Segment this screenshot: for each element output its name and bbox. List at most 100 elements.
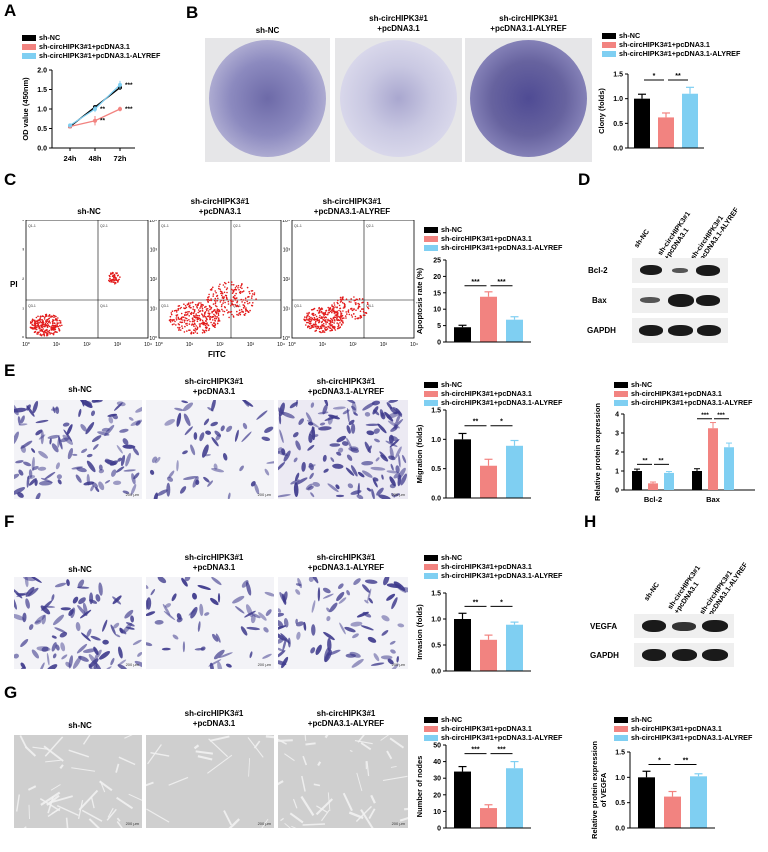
- stained-cell: [278, 660, 287, 666]
- legend-label: sh-circHIPK3#1+pcDNA3.1-ALYREF: [631, 733, 753, 742]
- x-tick-label: 10¹: [319, 342, 327, 348]
- event-dot: [184, 311, 187, 314]
- stained-cell: [41, 646, 49, 652]
- event-dot: [358, 305, 360, 307]
- stained-cell: [112, 596, 122, 605]
- stained-cell: [78, 597, 86, 605]
- tube-segment: [56, 804, 79, 817]
- stained-cell: [122, 444, 136, 449]
- event-dot: [178, 328, 180, 330]
- stained-cell: [110, 624, 116, 635]
- stained-cell: [28, 478, 37, 486]
- tube-segment: [208, 738, 228, 758]
- event-dot: [318, 321, 320, 324]
- tube-segment: [209, 735, 230, 742]
- tube-segment: [354, 740, 373, 745]
- bar: [690, 776, 707, 828]
- stained-cell: [57, 436, 61, 448]
- stained-cell: [293, 457, 298, 463]
- event-dot: [212, 293, 215, 295]
- stained-cell: [35, 492, 41, 499]
- event-dot: [214, 326, 216, 328]
- stained-cell: [72, 656, 82, 669]
- event-dot: [331, 325, 334, 328]
- event-dot: [316, 327, 319, 330]
- event-dot: [216, 322, 219, 325]
- stained-cell: [93, 646, 99, 656]
- event-dot: [305, 324, 307, 326]
- stained-cell: [183, 413, 191, 427]
- event-dot: [251, 290, 254, 292]
- y-tick-label: 25: [433, 258, 441, 265]
- event-dot: [235, 297, 237, 299]
- tube-segment: [348, 811, 364, 820]
- legend-label: sh-circHIPK3#1+pcDNA3.1: [441, 234, 532, 243]
- event-dot: [183, 303, 185, 305]
- bar: [480, 296, 497, 342]
- stained-cell: [35, 614, 46, 624]
- stained-cell: [353, 412, 358, 416]
- event-dot: [337, 299, 339, 302]
- stained-cell: [68, 609, 74, 616]
- significance-label: *: [500, 599, 503, 606]
- colony-bar-chart: sh-NCsh-circHIPK3#1+pcDNA3.1sh-circHIPK3…: [598, 31, 741, 153]
- stained-cell: [263, 627, 269, 633]
- event-dot: [37, 331, 40, 334]
- event-dot: [210, 308, 212, 310]
- stained-cell: [346, 454, 353, 461]
- event-dot: [334, 329, 337, 331]
- event-dot: [331, 324, 333, 326]
- event-dot: [52, 322, 54, 324]
- event-dot: [52, 324, 54, 327]
- stained-cell: [61, 654, 68, 660]
- tube-segment: [380, 735, 390, 741]
- event-dot: [354, 315, 357, 318]
- event-dot: [313, 316, 316, 319]
- stained-cell: [250, 614, 256, 624]
- event-dot: [117, 274, 119, 276]
- stained-cell: [235, 606, 245, 614]
- event-dot: [312, 308, 315, 311]
- band: [702, 649, 728, 661]
- event-dot: [181, 327, 184, 329]
- stained-cell: [46, 664, 58, 669]
- event-dot: [43, 325, 45, 328]
- event-dot: [219, 290, 222, 292]
- event-dot: [33, 322, 36, 325]
- y-tick-label: 10³: [22, 248, 24, 254]
- stained-cell: [217, 661, 223, 669]
- stained-cell: [122, 438, 129, 446]
- panel-letter-e: E: [4, 361, 16, 380]
- bar: [724, 447, 734, 490]
- stained-cell: [375, 457, 380, 462]
- event-dot: [331, 318, 333, 321]
- event-dot: [197, 309, 200, 311]
- event-dot: [204, 316, 206, 318]
- event-dot: [194, 331, 197, 333]
- stained-cell: [54, 627, 66, 633]
- legend-swatch: [424, 735, 438, 741]
- event-dot: [333, 307, 335, 309]
- tube-segment: [315, 798, 334, 816]
- event-dot: [333, 302, 336, 304]
- significance-label: ***: [497, 279, 505, 286]
- y-tick-label: 0: [437, 826, 441, 833]
- tube-segment: [40, 791, 61, 806]
- tube-segment: [116, 821, 123, 828]
- event-dot: [246, 300, 248, 303]
- stained-cell: [15, 460, 24, 464]
- stained-cell: [47, 434, 60, 439]
- stained-cell: [60, 642, 66, 652]
- event-dot: [234, 287, 237, 289]
- event-dot: [310, 316, 312, 319]
- stained-cell: [95, 594, 101, 602]
- event-dot: [337, 319, 340, 321]
- event-dot: [41, 323, 44, 326]
- event-dot: [319, 314, 321, 317]
- event-dot: [170, 313, 173, 316]
- event-dot: [186, 303, 189, 306]
- stained-cell: [323, 647, 330, 663]
- event-dot: [350, 301, 352, 303]
- stained-cell: [20, 445, 26, 453]
- bar: [692, 471, 702, 490]
